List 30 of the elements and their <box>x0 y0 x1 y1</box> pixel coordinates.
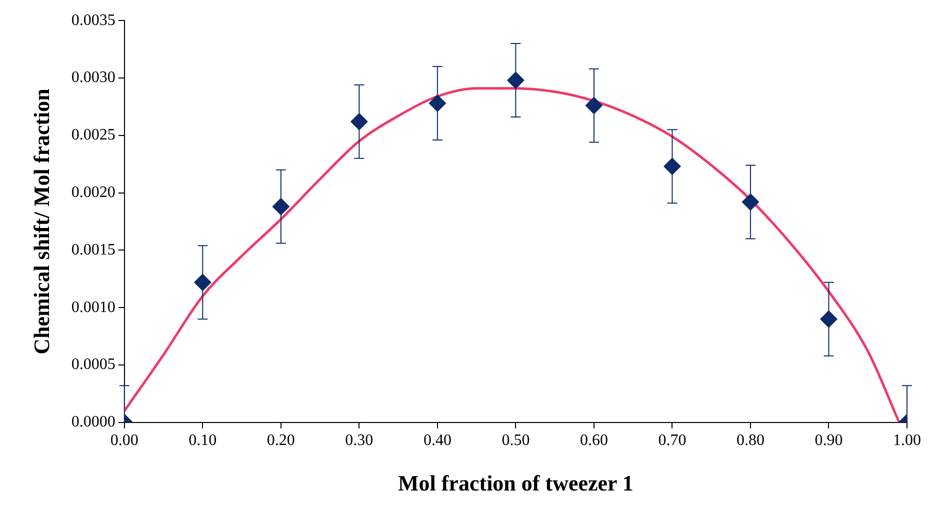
y-tick-label: 0.0015 <box>71 241 116 258</box>
y-tick-label: 0.0030 <box>71 69 116 86</box>
x-tick-label: 0.90 <box>814 432 843 450</box>
x-tick-label: 0.50 <box>502 432 530 450</box>
point <box>194 274 211 291</box>
x-tick-label: 0.40 <box>423 432 452 450</box>
y-tick-label: 0.0000 <box>71 414 116 431</box>
point <box>742 194 759 210</box>
x-tick-label: 0.20 <box>266 432 295 450</box>
y-tick-label: 0.0005 <box>71 356 116 374</box>
y-tick-label: 0.0020 <box>71 184 116 202</box>
x-tick-label: 0.80 <box>736 432 764 450</box>
point <box>429 95 446 112</box>
x-tick-label: 0.30 <box>345 432 374 450</box>
point <box>820 310 837 328</box>
x-tick-label: 0.70 <box>658 432 686 450</box>
point <box>350 113 368 130</box>
y-tick-label: 0.0025 <box>71 126 116 144</box>
y-axis-title: Chemical shift/ Mol fraction <box>28 88 54 354</box>
x-axis-title: Mol fraction of tweezer 1 <box>398 470 634 496</box>
point <box>586 97 602 114</box>
x-tick-label: 0.00 <box>110 432 138 450</box>
y-tick-label: 0.0010 <box>71 298 116 316</box>
y-tick-label: 0.0035 <box>71 12 116 29</box>
x-tick-label: 0.60 <box>580 432 608 450</box>
x-tick-label: 1.00 <box>893 432 921 450</box>
point <box>272 198 290 215</box>
x-tick-label: 0.10 <box>188 432 217 450</box>
point <box>507 72 524 89</box>
point <box>664 158 680 175</box>
